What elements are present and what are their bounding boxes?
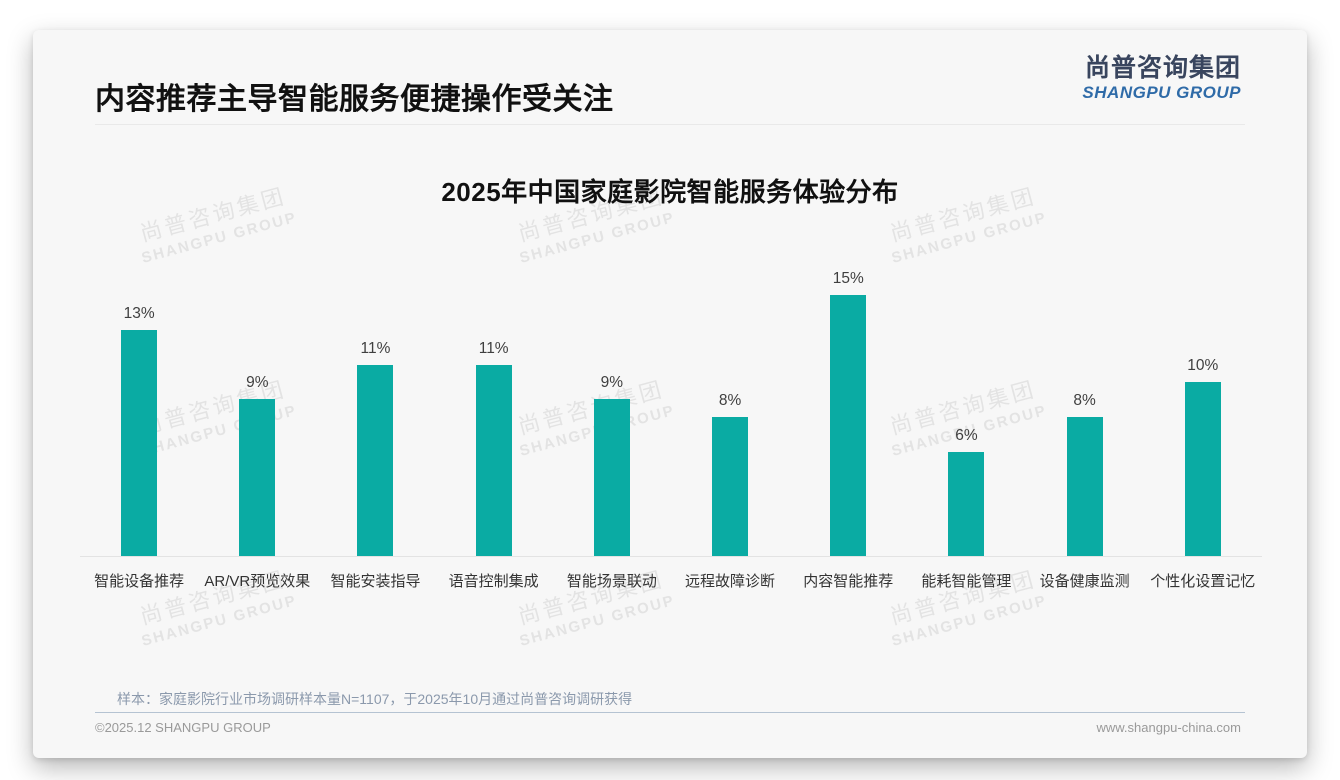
watermark-en: SHANGPU GROUP <box>139 591 299 650</box>
bar-value-label: 11% <box>360 339 391 357</box>
bar <box>1184 382 1221 556</box>
bar-column: 9% <box>198 256 316 556</box>
bar <box>239 399 276 556</box>
sample-note: 样本：家庭影院行业市场调研样本量N=1107，于2025年10月通过尚普咨询调研… <box>117 691 633 707</box>
x-axis-label: 内容智能推荐 <box>803 573 894 590</box>
x-axis-label: 设备健康监测 <box>1039 573 1130 590</box>
bar-column: 8% <box>1026 256 1144 556</box>
bar-value-label: 10% <box>1187 357 1219 374</box>
bar-column: 9% <box>553 256 671 556</box>
x-axis-label: 远程故障诊断 <box>685 573 776 590</box>
watermark-en: SHANGPU GROUP <box>517 591 677 650</box>
bar-value-label: 11% <box>478 339 509 357</box>
brand-logo-cn: 尚普咨询集团 <box>1084 54 1241 82</box>
x-axis-label: 个性化设置记忆 <box>1150 573 1256 590</box>
bar <box>357 364 394 556</box>
page-title: 内容推荐主导智能服务便捷操作受关注 <box>95 83 614 116</box>
bar-value-label: 6% <box>955 426 978 444</box>
bar <box>948 451 985 556</box>
x-axis-label: 语音控制集成 <box>448 573 539 590</box>
bar-value-label: 9% <box>246 374 269 392</box>
bar-column: 15% <box>789 256 907 556</box>
bar-value-label: 8% <box>718 391 742 409</box>
x-axis-labels: 智能设备推荐 AR/VR预览效果 智能安装指导 语音控制集成 智能场景联动 远程故障诊断 内… <box>80 570 1262 591</box>
bar <box>1066 416 1103 556</box>
x-axis-label: AR/VR预览效果 <box>204 573 311 590</box>
title-divider <box>95 124 1245 125</box>
bar-value-label: 9% <box>600 374 624 392</box>
bar-value-label: 8% <box>1073 391 1096 409</box>
bar <box>712 416 749 556</box>
chart-title: 2025年中国家庭影院智能服务体验分布 <box>441 177 899 207</box>
footer-copyright: ©2025.12 SHANGPU GROUP <box>95 720 271 735</box>
footer-website: www.shangpu-china.com <box>1096 720 1241 735</box>
watermark-en: SHANGPU GROUP <box>889 591 1049 650</box>
x-axis-label: 能耗智能管理 <box>921 573 1012 590</box>
bar-value-label: 15% <box>832 270 864 287</box>
x-axis-label: 智能设备推荐 <box>94 573 185 590</box>
bar <box>830 295 867 556</box>
bar <box>121 329 158 556</box>
footer-divider <box>95 712 1245 713</box>
x-axis-label: 智能场景联动 <box>566 573 657 590</box>
bar-chart: 13% 9% 11% 11% 9% 8% 15% 6% 8% 10% <box>80 256 1262 556</box>
report-card: 尚普咨询集团 SHANGPU GROUP 尚普咨询集团 SHANGPU GROUP 尚普… <box>33 30 1307 758</box>
bar-column: 6% <box>907 256 1025 556</box>
x-axis-line <box>80 556 1262 557</box>
bar-column: 10% <box>1144 256 1262 556</box>
brand-logo: 尚普咨询集团 SHANGPU GROUP <box>1082 54 1241 102</box>
bar-column: 11% <box>435 256 553 556</box>
bar-column: 11% <box>316 256 434 556</box>
brand-logo-en: SHANGPU GROUP <box>1082 82 1241 102</box>
bar-column: 8% <box>671 256 789 556</box>
x-axis-label: 智能安装指导 <box>330 573 421 590</box>
bar <box>475 364 512 556</box>
bar-value-label: 13% <box>123 304 155 322</box>
bar <box>593 399 630 556</box>
bar-column: 13% <box>80 256 198 556</box>
